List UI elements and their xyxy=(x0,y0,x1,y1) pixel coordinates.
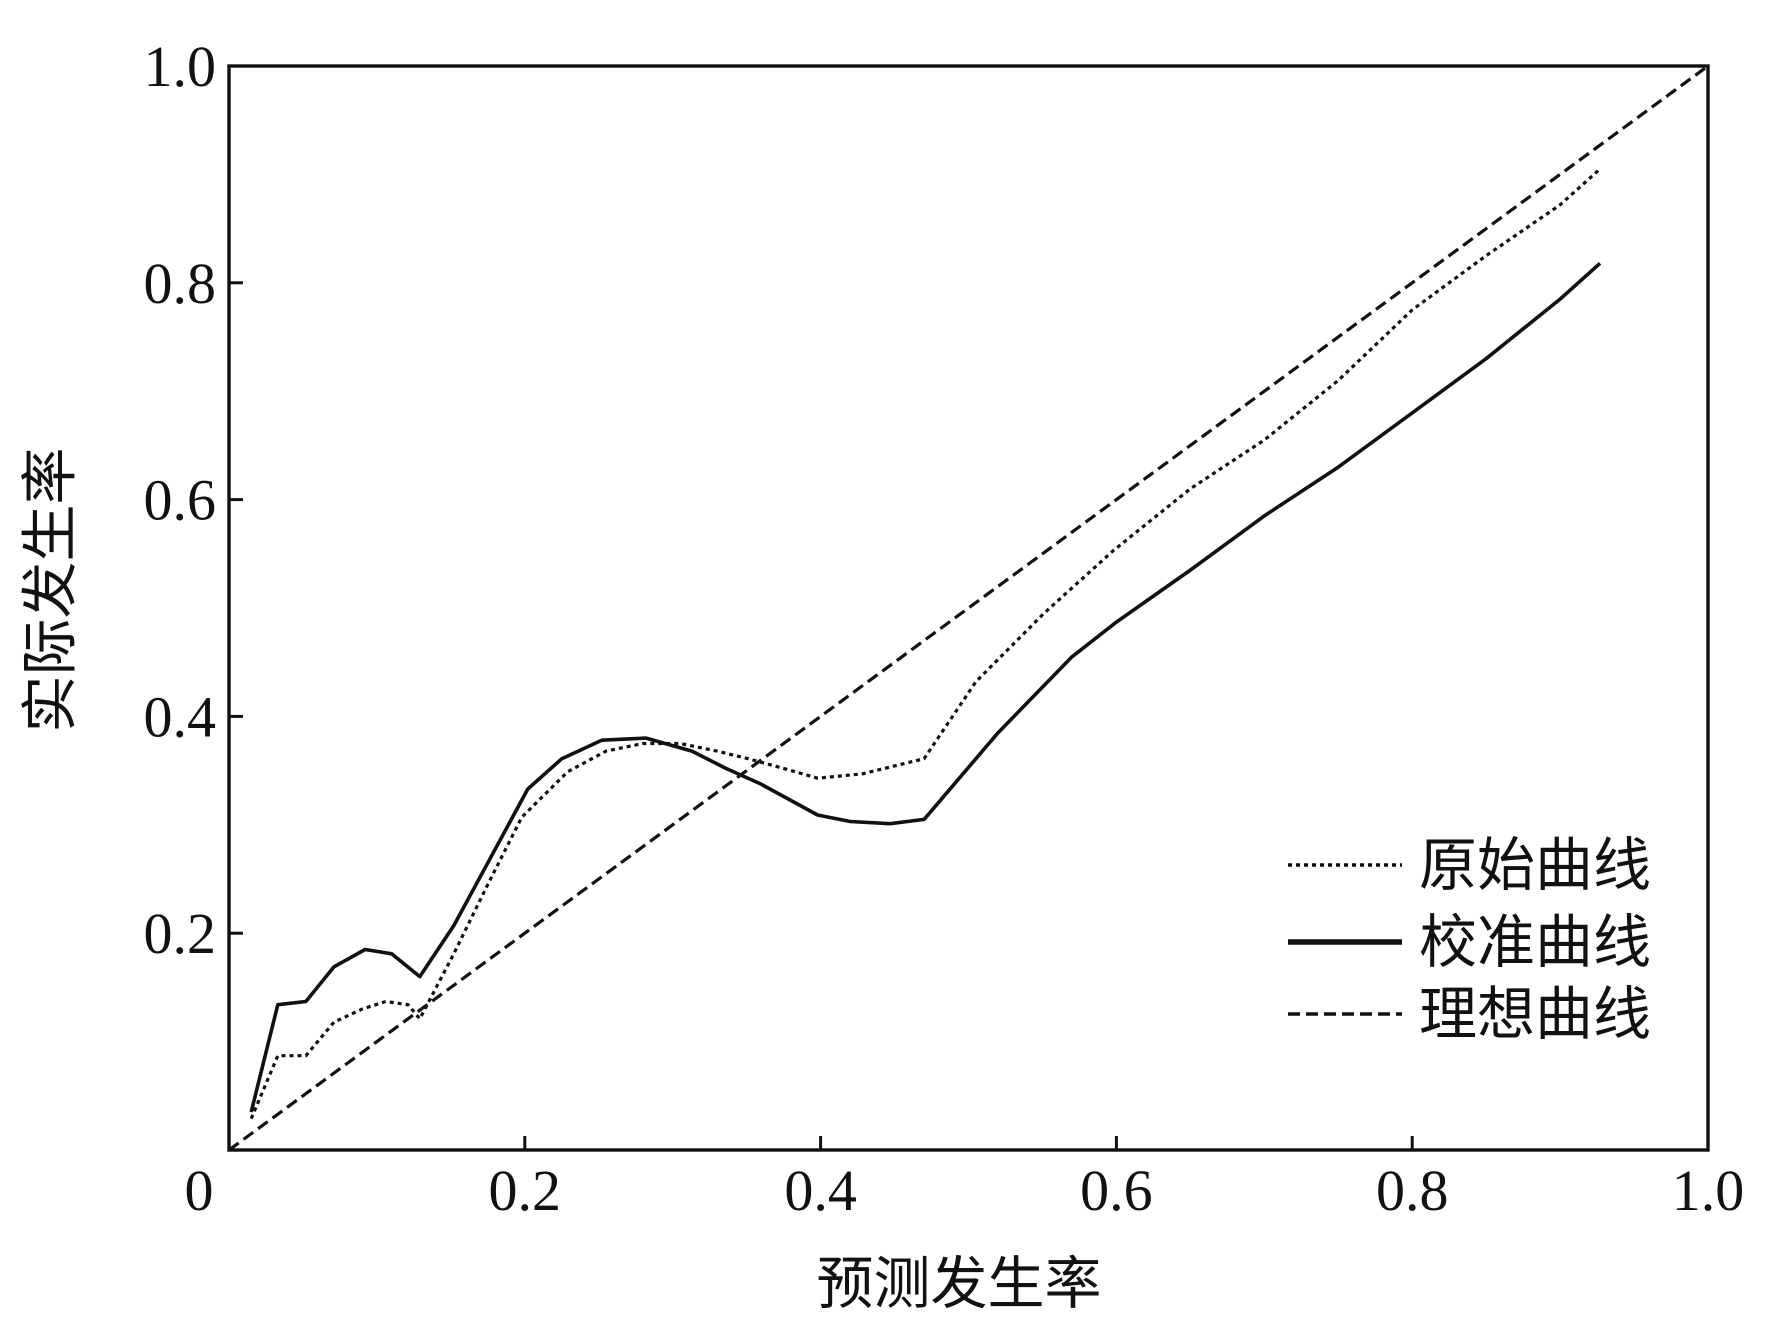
plot-frame xyxy=(227,64,1710,1152)
legend-label-calibrated: 校准曲线 xyxy=(1419,910,1651,975)
legend-item-calibrated: 校准曲线 xyxy=(1288,910,1651,975)
y-tick-label: 0.4 xyxy=(144,684,217,749)
x-tick-label: 1.0 xyxy=(1672,1158,1745,1223)
legend-label-ideal: 理想曲线 xyxy=(1419,982,1651,1047)
x-tick-label: 0.2 xyxy=(489,1158,562,1223)
y-tick-label: 0.6 xyxy=(144,468,217,533)
legend-label-original: 原始曲线 xyxy=(1419,833,1651,898)
y-tick-label: 0.8 xyxy=(144,251,217,316)
legend-item-original: 原始曲线 xyxy=(1288,833,1651,898)
x-tick-label: 0.4 xyxy=(784,1158,857,1223)
y-tick-label: 0.2 xyxy=(144,901,217,966)
series-layer xyxy=(228,64,1709,1152)
tick-layer: 0 0.2 0.4 0.6 0.8 1.0 0.2 0.4 0.6 0.8 1.0 xyxy=(144,34,1745,1223)
x-tick-label: 0 xyxy=(185,1158,214,1223)
x-tick-label: 0.8 xyxy=(1376,1158,1449,1223)
y-tick-label: 1.0 xyxy=(144,34,217,99)
calibrated-curve-line xyxy=(249,261,1602,1113)
y-axis-title: 实际发生率 xyxy=(20,448,83,733)
original-curve-line xyxy=(249,167,1602,1120)
legend-item-ideal: 理想曲线 xyxy=(1288,982,1651,1047)
legend: 原始曲线 校准曲线 理想曲线 xyxy=(1288,833,1651,1047)
x-tick-label: 0.6 xyxy=(1080,1158,1153,1223)
x-axis-title: 预测发生率 xyxy=(817,1253,1102,1316)
